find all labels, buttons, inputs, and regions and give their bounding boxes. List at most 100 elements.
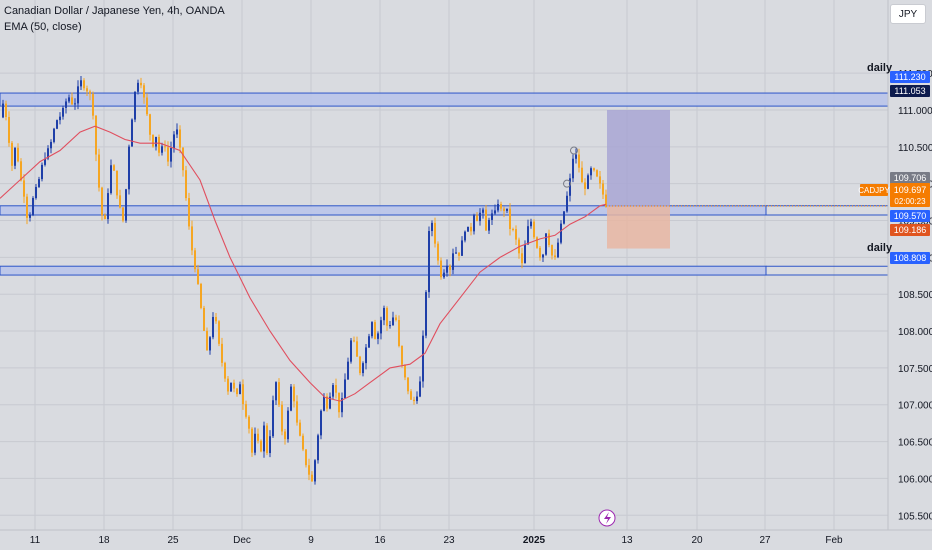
y-tick-label: 106.500 (898, 438, 932, 449)
candle-body (278, 382, 280, 405)
candle-body (206, 330, 208, 351)
candle-body (542, 254, 544, 258)
candle-body (425, 292, 427, 336)
candle-body (197, 269, 199, 284)
candle-body (314, 460, 316, 482)
candle-body (140, 82, 142, 86)
currency-button[interactable]: JPY (890, 4, 926, 24)
y-tick-label: 107.000 (898, 401, 932, 412)
price-label-text: 109.186 (894, 225, 927, 235)
candle-body (233, 382, 235, 389)
candle-body (239, 384, 241, 395)
candle-body (566, 195, 568, 212)
price-label-text: 109.570 (894, 211, 927, 221)
candle-body (317, 435, 319, 461)
candle-body (395, 317, 397, 321)
candle-body (128, 146, 130, 190)
candle-body (242, 384, 244, 405)
y-tick-label: 111.000 (898, 106, 932, 117)
candle-body (185, 170, 187, 199)
candle-body (149, 114, 151, 135)
candle-body (392, 317, 394, 326)
candle-body (245, 404, 247, 417)
candle-body (170, 148, 172, 162)
candle-body (248, 416, 250, 429)
candle-body (488, 219, 490, 231)
candle-body (356, 341, 358, 357)
long-position-projection[interactable] (607, 110, 670, 249)
candle-body (512, 228, 514, 230)
candle-body (449, 265, 451, 270)
candle-body (311, 474, 313, 482)
candle-body (161, 146, 163, 153)
candle-body (224, 362, 226, 379)
candle-body (74, 103, 76, 105)
candle-body (485, 209, 487, 231)
candle-body (182, 147, 184, 171)
candle-body (452, 253, 454, 270)
candle-body (599, 176, 601, 184)
indicator-legend[interactable]: EMA (50, close) (4, 21, 82, 33)
candle-body (86, 88, 88, 92)
candle-body (509, 208, 511, 229)
candle-body (104, 215, 106, 220)
candle-body (59, 116, 61, 121)
candle-body (536, 237, 538, 248)
price-label-box (890, 210, 930, 222)
zone-rect (0, 265, 767, 276)
candle-body (236, 388, 238, 395)
candle-body (215, 316, 217, 322)
candle-body (116, 170, 118, 196)
symbol-title[interactable]: Canadian Dollar / Japanese Yen, 4h, OAND… (4, 5, 225, 17)
signal-marker (563, 179, 571, 188)
candle-body (5, 103, 7, 118)
lightning-icon (604, 512, 611, 524)
candle-body (227, 378, 229, 392)
candle-body (320, 410, 322, 436)
zone-rect (0, 205, 767, 216)
x-tick-label: 2025 (523, 535, 546, 546)
candle-body (32, 198, 34, 215)
candle-body (359, 356, 361, 374)
candle-body (20, 161, 22, 181)
x-tick-label: 23 (443, 535, 455, 546)
symbol-badge-text: CADJPY (858, 186, 890, 195)
candle-body (8, 117, 10, 143)
support-resistance-zones[interactable] (0, 92, 889, 276)
candle-body (50, 141, 52, 149)
candle-body (47, 148, 49, 159)
candle-body (266, 425, 268, 454)
x-tick-label: 27 (759, 535, 771, 546)
candle-body (389, 325, 391, 327)
candle-body (464, 231, 466, 241)
candle-body (422, 335, 424, 382)
candle-body (473, 215, 475, 232)
price-axis-labels: 111.230 111.053 109.706 109.697 02:00:23 109.… (858, 71, 930, 264)
time-axis-background (0, 530, 932, 550)
candle-body (296, 401, 298, 423)
x-tick-label: Feb (825, 535, 843, 546)
candle-body (461, 240, 463, 256)
candle-body (29, 214, 31, 218)
candle-body (482, 209, 484, 213)
candle-body (416, 396, 418, 402)
candle-body (437, 243, 439, 261)
x-tick-label: 9 (308, 535, 314, 546)
x-tick-label: 18 (98, 535, 110, 546)
candle-body (77, 86, 79, 104)
candle-body (110, 165, 112, 194)
x-tick-label: 20 (691, 535, 703, 546)
time-axis[interactable]: 11 18 25 Dec 9 16 23 2025 13 20 27 Feb (0, 529, 932, 550)
x-tick-label: 25 (167, 535, 179, 546)
candle-body (428, 231, 430, 293)
chart-grid (0, 0, 888, 530)
candle-body (323, 396, 325, 411)
candle-body (593, 168, 595, 171)
candle-body (260, 440, 262, 452)
candle-body (341, 398, 343, 413)
candle-body (131, 119, 133, 147)
candle-body (62, 107, 64, 117)
y-tick-label: 107.500 (898, 364, 932, 375)
candle-body (146, 97, 148, 115)
